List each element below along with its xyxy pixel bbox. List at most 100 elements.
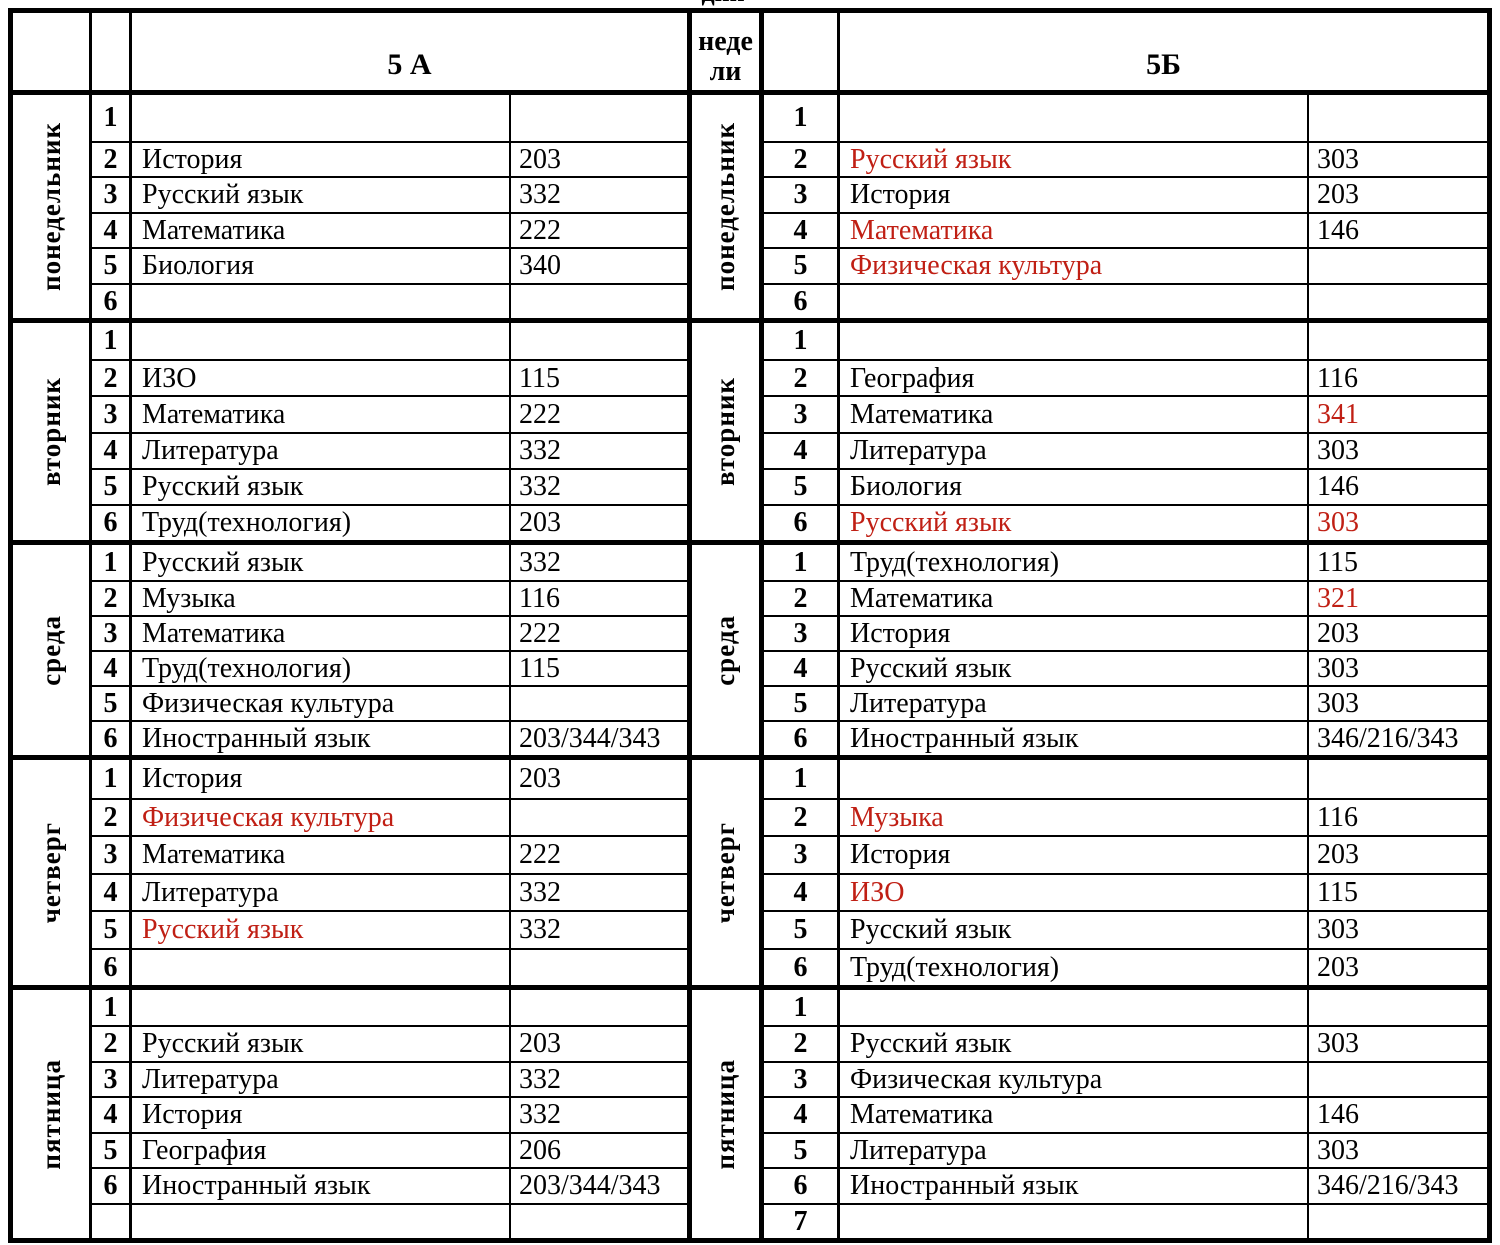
subject-cell	[129, 1202, 509, 1238]
subject-cell: Русский язык	[129, 545, 509, 580]
week-label: неде ли	[687, 13, 759, 90]
room-cell	[1307, 247, 1487, 283]
room-cell: 203	[509, 503, 687, 540]
subject-cell: Труд(технология)	[129, 650, 509, 685]
subject-cell: Русский язык	[129, 176, 509, 212]
subject-cell: Русский язык	[837, 141, 1307, 177]
period-cell: 4	[759, 211, 837, 248]
subject-cell	[129, 95, 509, 141]
room-cell: 116	[1307, 797, 1487, 835]
period-cell: 4	[89, 1096, 129, 1132]
period-cell: 3	[759, 835, 837, 873]
week-label-clipped-text: дни	[687, 0, 759, 7]
period-cell: 5	[759, 247, 837, 283]
subject-cell: Русский язык	[837, 1025, 1307, 1061]
subject-cell: Физическая культура	[129, 685, 509, 720]
period-cell: 2	[89, 580, 129, 615]
room-cell: 222	[509, 835, 687, 873]
subject-cell	[129, 947, 509, 985]
room-cell: 341	[1307, 395, 1487, 432]
room-cell: 332	[509, 545, 687, 580]
day-label-left-wednesday-text: среда	[35, 614, 66, 686]
room-cell: 303	[1307, 431, 1487, 468]
subject-cell	[129, 990, 509, 1026]
subject-cell: Литература	[837, 685, 1307, 720]
period-cell: 5	[759, 467, 837, 504]
room-cell: 146	[1307, 211, 1487, 248]
room-cell: 146	[1307, 467, 1487, 504]
subject-cell: Математика	[837, 580, 1307, 615]
subject-cell: История	[837, 615, 1307, 650]
subject-cell	[837, 323, 1307, 360]
subject-cell: Литература	[837, 1131, 1307, 1168]
room-cell: 203	[1307, 615, 1487, 650]
subject-cell: Математика	[129, 615, 509, 650]
room-cell	[509, 95, 687, 141]
subject-cell: Русский язык	[129, 1025, 509, 1061]
day-label-mid-monday: понедельник	[687, 95, 759, 318]
room-cell	[509, 797, 687, 835]
period-header-b	[759, 13, 837, 90]
room-cell: 206	[509, 1131, 687, 1168]
subject-cell: Труд(технология)	[129, 503, 509, 540]
period-cell: 5	[759, 1131, 837, 1168]
period-cell: 4	[89, 650, 129, 685]
room-cell: 332	[509, 1060, 687, 1097]
period-cell: 3	[759, 615, 837, 650]
period-cell: 2	[89, 1025, 129, 1061]
room-cell: 303	[1307, 503, 1487, 540]
room-cell: 222	[509, 211, 687, 248]
room-cell: 115	[1307, 545, 1487, 580]
room-cell: 203	[1307, 176, 1487, 212]
subject-cell: История	[837, 835, 1307, 873]
day-label-mid-wednesday: среда	[687, 545, 759, 755]
room-cell: 222	[509, 395, 687, 432]
subject-cell: Математика	[129, 211, 509, 248]
period-cell: 2	[89, 141, 129, 177]
room-cell	[1307, 990, 1487, 1026]
room-cell: 203	[509, 1025, 687, 1061]
subject-cell: Литература	[129, 431, 509, 468]
period-cell: 6	[89, 1167, 129, 1203]
subject-cell: ИЗО	[837, 872, 1307, 910]
room-cell: 203	[509, 141, 687, 177]
period-cell: 6	[89, 503, 129, 540]
subject-cell: Русский язык	[837, 910, 1307, 948]
subject-cell: Труд(технология)	[837, 947, 1307, 985]
day-label-mid-tuesday: вторник	[687, 323, 759, 540]
period-cell: 6	[759, 1167, 837, 1203]
period-cell: 2	[89, 359, 129, 396]
subject-cell: Математика	[837, 395, 1307, 432]
day-band-monday: понедельник понедельник 1 2 История 203 3 Русск…	[13, 95, 1487, 323]
subject-cell	[129, 323, 509, 360]
room-cell: 332	[509, 176, 687, 212]
week-label-clipped: дни	[687, 0, 759, 7]
room-cell: 321	[1307, 580, 1487, 615]
period-cell: 4	[89, 872, 129, 910]
period-cell: 2	[759, 797, 837, 835]
period-cell: 5	[89, 247, 129, 283]
room-cell	[509, 685, 687, 720]
period-cell: 6	[759, 503, 837, 540]
period-cell: 2	[759, 1025, 837, 1061]
room-cell	[509, 323, 687, 360]
subject-cell: Литература	[129, 1060, 509, 1097]
period-cell: 2	[759, 580, 837, 615]
subject-cell	[837, 990, 1307, 1026]
subject-cell: География	[837, 359, 1307, 396]
period-header-a	[89, 13, 129, 90]
period-cell: 3	[89, 1060, 129, 1097]
subject-cell: География	[129, 1131, 509, 1168]
subject-cell: Литература	[837, 431, 1307, 468]
timetable: 5 А неде ли 5Б понедельник понедельник 1 2 И…	[8, 8, 1492, 1243]
room-cell: 146	[1307, 1096, 1487, 1132]
subject-cell: Иностранный язык	[837, 1167, 1307, 1203]
period-cell: 1	[759, 545, 837, 580]
period-cell: 4	[89, 211, 129, 248]
period-cell: 5	[89, 1131, 129, 1168]
period-cell: 3	[89, 835, 129, 873]
subject-cell: Музыка	[129, 580, 509, 615]
room-cell: 115	[509, 359, 687, 396]
period-cell: 6	[89, 720, 129, 755]
day-label-left-wednesday: среда	[13, 545, 89, 755]
